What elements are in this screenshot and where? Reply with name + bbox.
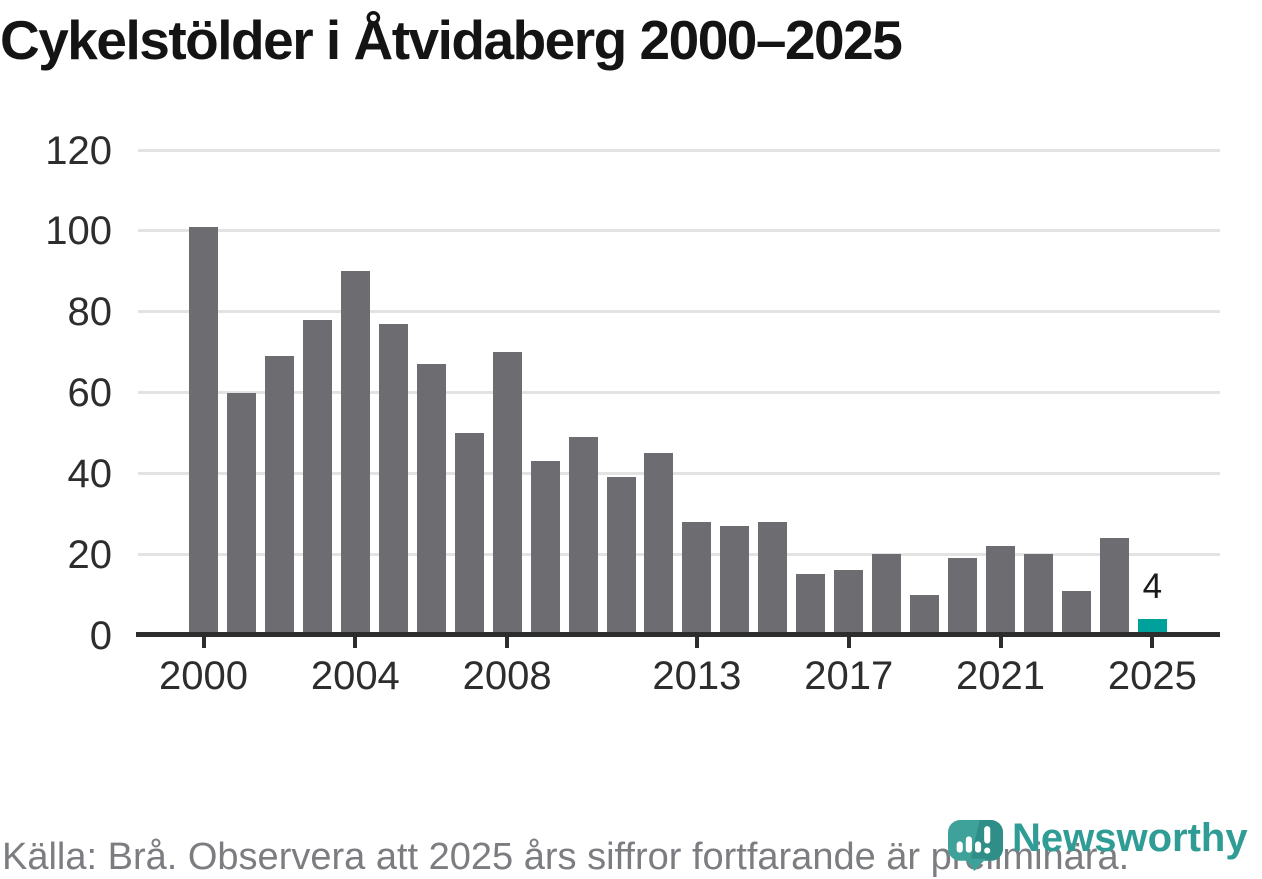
gridline-y60 (138, 391, 1220, 394)
chart-title: Cykelstölder i Åtvidaberg 2000–2025 (0, 9, 903, 71)
bar-2000 (189, 226, 218, 635)
bar-2008 (492, 352, 522, 635)
bar-2021 (986, 546, 1016, 635)
x-axis-tick-2004 (353, 637, 358, 648)
x-axis-label-2000: 2000 (159, 654, 248, 698)
x-axis-label-2004: 2004 (310, 654, 400, 698)
x-axis-tick-2000 (201, 637, 206, 648)
x-axis-tick-2013 (694, 637, 699, 648)
x-axis-label-2021: 2021 (956, 654, 1046, 698)
bar-2011 (606, 477, 636, 635)
y-axis-label: 80 (67, 290, 113, 335)
y-axis-label: 60 (67, 371, 113, 415)
highlight-value-label: 4 (1142, 567, 1163, 606)
x-axis-label-2017: 2017 (804, 654, 894, 698)
bar-2005 (378, 323, 408, 635)
bar-2018 (872, 554, 902, 635)
y-axis-label: 40 (67, 451, 113, 496)
gridline-y80 (138, 310, 1220, 314)
newsworthy-logo: Newsworthy (948, 816, 1260, 879)
bar-2025-highlighted (1137, 618, 1167, 635)
x-axis-label-2013: 2013 (652, 654, 742, 698)
newsworthy-logo-icon (948, 820, 1003, 871)
x-axis-line (136, 632, 1220, 637)
bar-2002 (264, 356, 294, 635)
y-axis-label: 20 (67, 532, 113, 577)
bar-2006 (416, 364, 446, 635)
y-axis-label: 0 (89, 613, 112, 658)
bar-2022 (1024, 554, 1053, 635)
bar-2004 (340, 271, 370, 635)
bar-2009 (530, 461, 560, 635)
x-axis-tick-2021 (998, 637, 1003, 648)
bar-2010 (568, 436, 598, 635)
source-note: Källa: Brå. Observera att 2025 års siffr… (2, 836, 1130, 878)
bar-2016 (796, 574, 826, 635)
gridline-y120 (138, 148, 1220, 152)
y-axis-label: 120 (45, 128, 112, 173)
bar-2007 (454, 432, 484, 635)
bar-2003 (302, 319, 332, 635)
bar-2017 (834, 570, 864, 635)
bar-2023 (1061, 590, 1091, 635)
bar-2019 (910, 594, 940, 635)
bar-2014 (720, 525, 750, 635)
y-axis-label: 100 (45, 209, 112, 254)
bar-2012 (644, 453, 674, 635)
x-axis-tick-2025 (1150, 637, 1155, 648)
bar-2015 (758, 521, 788, 635)
gridline-y20 (138, 552, 1220, 556)
bar-2020 (948, 558, 978, 635)
x-axis-label-2025: 2025 (1107, 654, 1197, 698)
bar-2013 (682, 521, 712, 635)
x-axis-tick-2017 (846, 637, 851, 648)
gridline-y40 (138, 471, 1220, 475)
newsworthy-logo-text: Newsworthy (1012, 816, 1248, 860)
gridline-y100 (138, 229, 1220, 233)
x-axis-label-2008: 2008 (462, 654, 552, 698)
x-axis-tick-2008 (505, 637, 510, 648)
bar-2001 (226, 392, 256, 635)
bar-2024 (1099, 538, 1129, 635)
